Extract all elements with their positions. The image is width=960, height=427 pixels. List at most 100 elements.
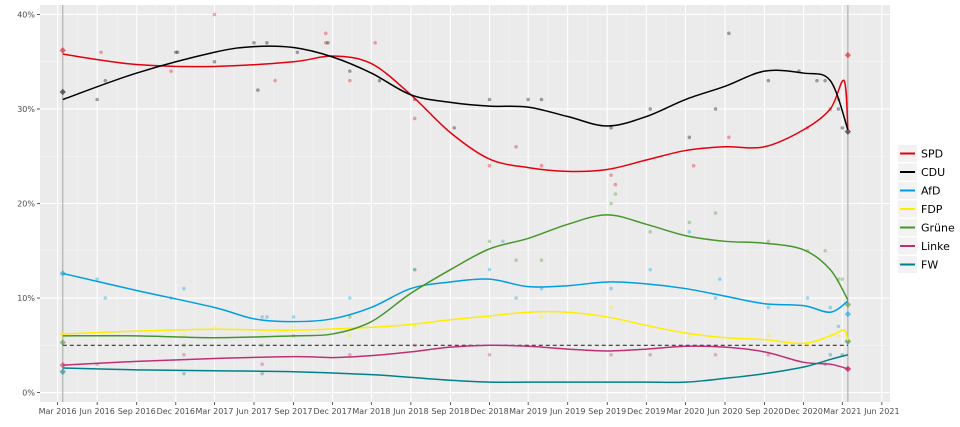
poll-point-afd (648, 267, 653, 272)
poll-point-cdu (823, 78, 827, 83)
poll-point-cdu (256, 88, 260, 92)
poll-point-cdu (766, 78, 771, 83)
x-tick-label: Jun 2017 (235, 407, 271, 416)
poll-point-linke (609, 352, 613, 357)
poll-point-grne (609, 201, 613, 206)
poll-point-fdp (805, 343, 810, 348)
poll-point-afd (713, 296, 718, 300)
poll-point-afd (348, 296, 352, 300)
legend-label-spd: SPD (921, 148, 943, 161)
x-tick-label: Sep 2016 (118, 407, 156, 416)
poll-point-fdp (348, 334, 352, 338)
poll-point-cdu (609, 126, 613, 130)
poll-point-fdp (412, 324, 417, 329)
poll-point-spd (727, 135, 731, 140)
trend-line-linke (62, 344, 849, 370)
poll-point-afd (718, 277, 722, 281)
poll-point-cdu (212, 59, 217, 64)
x-tick-label: Dec 2018 (470, 407, 508, 416)
poll-point-cdu (265, 41, 269, 45)
poll-point-cdu (836, 107, 841, 111)
x-tick-label: Jun 2018 (392, 407, 428, 416)
y-tick-label: 20% (17, 200, 35, 209)
poll-point-linke (412, 343, 417, 348)
poll-point-cdu (452, 126, 457, 130)
poll-point-linke (348, 352, 352, 357)
y-tick-label: 0% (22, 389, 35, 398)
legend-label-linke: Linke (921, 240, 950, 253)
poll-point-cdu (326, 41, 330, 45)
election-result-linke (59, 361, 66, 369)
poll-point-spd (99, 50, 103, 55)
poll-point-afd (182, 286, 186, 291)
poll-point-cdu (348, 69, 352, 73)
y-tick-label: 10% (17, 294, 35, 303)
poll-point-afd (260, 315, 264, 319)
poll-point-linke (487, 352, 492, 357)
poll-point-cdu (539, 97, 544, 102)
poll-point-cdu (840, 126, 845, 130)
poll-point-linke (766, 352, 771, 357)
legend-label-afd: AfD (921, 185, 940, 198)
legend-label-fdp: FDP (921, 203, 943, 216)
poll-point-afd (95, 277, 99, 281)
poll-point-grne (687, 220, 692, 225)
poll-point-spd (169, 69, 173, 73)
trend-line-grne (62, 214, 849, 339)
poll-point-spd (487, 163, 492, 168)
poll-point-afd (291, 315, 296, 319)
trend-line-cdu (62, 45, 849, 131)
x-tick-label: Mar 2019 (509, 407, 547, 416)
poll-point-linke (260, 362, 264, 366)
poll-point-cdu (377, 78, 382, 83)
trend-line-fw (62, 354, 849, 384)
poll-point-spd (514, 144, 518, 149)
election-result-cdu (844, 128, 852, 135)
election-result-spd (59, 47, 66, 54)
poll-point-fdp (609, 305, 613, 310)
poll-point-afd (487, 267, 492, 272)
poll-point-spd (613, 182, 618, 187)
x-tick-label: Mar 2020 (666, 407, 704, 416)
poll-point-cdu (526, 97, 530, 102)
poll-point-spd (691, 163, 696, 168)
poll-point-cdu (175, 50, 180, 55)
poll-point-fdp (687, 334, 692, 338)
poll-point-afd (103, 296, 108, 300)
poll-point-afd (836, 324, 841, 329)
poll-point-cdu (687, 135, 692, 140)
x-tick-label: Jun 2019 (549, 407, 585, 416)
poll-point-grne (613, 192, 618, 196)
poll-point-cdu (95, 97, 99, 102)
x-tick-label: Sep 2017 (275, 407, 313, 416)
poll-point-grne (713, 211, 718, 215)
x-tick-label: Mar 2017 (195, 407, 233, 416)
election-result-afd (844, 310, 852, 318)
poll-point-linke (648, 352, 653, 357)
poll-point-spd (539, 163, 544, 168)
x-tick-label: Mar 2021 (823, 407, 861, 416)
election-result-afd (59, 270, 66, 277)
poll-point-afd (501, 239, 505, 244)
poll-point-grne (260, 343, 264, 348)
poll-point-cdu (815, 78, 819, 83)
poll-point-grne (348, 315, 352, 319)
poll-point-fdp (836, 334, 841, 338)
x-tick-label: Sep 2020 (746, 407, 784, 416)
x-tick-label: Sep 2019 (588, 407, 626, 416)
poll-point-grne (766, 239, 771, 244)
x-tick-label: Dec 2016 (157, 407, 195, 416)
x-tick-label: Dec 2019 (627, 407, 665, 416)
y-tick-label: 30% (17, 105, 35, 114)
legend-label-cdu: CDU (921, 166, 945, 179)
trend-line-spd (62, 53, 849, 173)
y-axis: 0% 10% 20% 30% 40% (17, 10, 40, 398)
x-tick-label: Mar 2016 (39, 407, 77, 416)
poll-point-afd (412, 267, 417, 272)
poll-point-grne (412, 267, 417, 272)
poll-point-grne (840, 277, 845, 281)
x-tick-label: Jun 2021 (863, 407, 899, 416)
poll-point-afd (766, 305, 771, 310)
poll-point-grne (514, 258, 518, 263)
poll-point-grne (487, 239, 492, 244)
